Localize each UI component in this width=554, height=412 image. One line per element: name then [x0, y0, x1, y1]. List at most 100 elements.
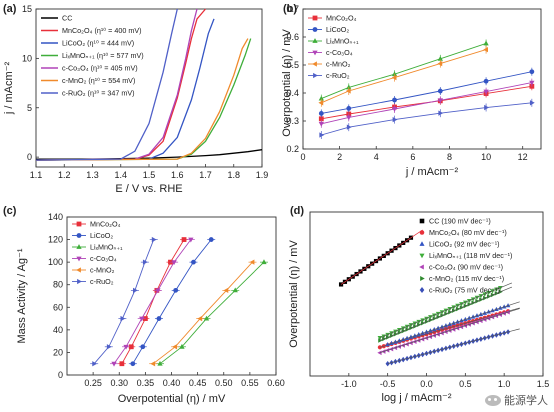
wechat-icon [485, 394, 501, 406]
panel-c-point [111, 361, 117, 367]
panel-a-legend-label: c-RuO₂ (η¹⁰ = 347 mV) [62, 89, 135, 98]
panel-b-xtick-label: 8 [447, 152, 452, 162]
panel-d-xtick-label: 0.5 [459, 379, 472, 389]
panel-b-legend-label: LiCoO₂ [326, 25, 349, 34]
panel-c-ylabel: Mass Activity / Ag⁻¹ [16, 248, 28, 343]
panel-d-fit-line [387, 301, 520, 345]
panel-c-letter: (c) [3, 205, 17, 217]
panel-b-legend-marker [312, 38, 318, 43]
panel-b-point [483, 89, 489, 95]
panel-b-xlabel: j / mAcm⁻² [405, 166, 459, 178]
panel-b-legend-marker [312, 61, 317, 67]
panel-b-point [437, 55, 443, 61]
panel-b-point [437, 88, 443, 94]
panel-b-legend-label: c-RuO₂ [326, 71, 350, 80]
panel-c-point [119, 361, 125, 367]
panel-b-point [345, 88, 351, 94]
panel-c-xtick-label: 0.25 [84, 378, 102, 388]
panel-a-legend-label: c-MnO₂ (η¹⁰ = 554 mV) [62, 76, 135, 85]
panel-b-point [346, 115, 352, 121]
watermark-text: 能源学人 [504, 394, 548, 407]
panel-c-xtick-label: 0.60 [267, 378, 285, 388]
panel-c-point [232, 287, 238, 293]
panel-b: (b) 0 2 4 6 8 10 12 0.2 0.3 0.4 0.5 0.6 0.7 j / mAcm⁻²… [281, 3, 542, 178]
panel-c-point [130, 361, 136, 367]
panel-c-legend-marker [76, 244, 82, 249]
panel-c-legend-marker [76, 267, 81, 273]
panel-d-legend-marker [419, 218, 425, 224]
panel-b-point [483, 40, 489, 46]
panel-b-ytick-label: 0.6 [286, 32, 299, 42]
panel-d: (d) -1.0 -0.5 0.0 0.5 1.0 1.5 log j / mAcm⁻² Ove… [288, 205, 549, 404]
panel-b-point [392, 97, 397, 103]
panel-c-point [139, 316, 145, 322]
panel-d-point [338, 282, 344, 287]
panel-d-legend-label: LiCoO₂ (92 mV dec⁻¹) [429, 240, 500, 249]
panel-c-fit-line [152, 261, 253, 365]
panel-d-fit-line [387, 328, 520, 365]
panel-d-ylabel: Overpotential (η) / mV [288, 240, 300, 348]
panel-c-fit-line [93, 239, 155, 364]
panel-b-legend-label: c-MnO₂ [326, 60, 351, 69]
panel-b-point [437, 98, 443, 104]
panel-d-xlabel: log j / mAcm⁻² [382, 392, 452, 404]
panel-d-legend-marker [419, 253, 425, 259]
panel-c-legend-marker [77, 278, 82, 285]
panel-b-legend-label: c-Co₃O₄ [326, 48, 353, 57]
panel-a-xtick-label: 1.6 [171, 170, 184, 180]
panel-c-legend-label: LiₓMnOₙ₊₁ [90, 243, 123, 252]
panel-c-point [197, 315, 203, 322]
panel-a-series-line [35, 8, 178, 161]
panel-d-legend-label: c-RuO₂ (75 mV dec⁻¹) [429, 286, 500, 295]
panel-a-ylabel: j / mAcm⁻² [3, 62, 15, 116]
panel-c-ytick-label: 60 [53, 302, 63, 312]
panel-b-point [319, 132, 325, 138]
panel-a-series-line [35, 38, 249, 161]
panel-b-point [318, 111, 324, 116]
panel-c-point [261, 259, 267, 265]
panel-c-point [123, 344, 129, 350]
panel-c-legend-label: c-RuO₂ [90, 277, 114, 286]
panel-c-ytick-label: 40 [53, 325, 63, 335]
panel-d-letter: (d) [290, 205, 304, 217]
panel-c-point [171, 260, 177, 266]
panel-a-xtick-label: 1.9 [256, 170, 269, 180]
panel-b-ytick-label: 0.4 [286, 88, 299, 98]
panel-b-ylabel: Overpotential (η) / mV [281, 29, 293, 137]
panel-a-ytick-label: 0 [27, 152, 32, 162]
watermark: 能源学人 [485, 392, 548, 408]
panel-c-xtick-label: 0.30 [110, 378, 128, 388]
panel-d-fit-line [340, 229, 423, 285]
panel-b-point [529, 100, 535, 106]
panel-b-fit-line [321, 85, 532, 120]
panel-d-xtick-label: -0.5 [380, 379, 396, 389]
panel-d-legend-marker [419, 241, 425, 246]
panel-b-xtick-label: 4 [374, 152, 379, 162]
panel-a-legend-label: CC [62, 14, 72, 23]
panel-b-letter: (b) [283, 3, 297, 15]
panel-b-xtick-label: 0 [300, 152, 305, 162]
panel-c-ytick-label: 80 [53, 280, 63, 290]
panel-d-legend-marker [419, 264, 424, 270]
panel-d-xtick-label: 1.5 [537, 379, 550, 389]
panel-c-point [223, 287, 229, 293]
panel-c-ytick-label: 140 [48, 212, 63, 222]
panel-c-point [140, 344, 146, 350]
panel-c-point [151, 236, 157, 243]
panel-a-series-line [35, 18, 215, 161]
panel-c-legend-label: c-Co₃O₄ [90, 254, 117, 263]
panel-d-legend-label: LiₓMnOₙ₊₁ (118 mV dec⁻¹) [429, 251, 512, 260]
panel-d-fit-line [379, 308, 520, 354]
panel-b-legend-marker [313, 72, 318, 79]
panel-d-xtick-label: -1.0 [341, 379, 357, 389]
panel-c-xtick-label: 0.55 [241, 378, 259, 388]
panel-b-point [392, 116, 398, 123]
panel-c-point [120, 315, 126, 322]
panel-c-legend-label: MnCo₂O₄ [90, 220, 121, 229]
panel-b-ytick-label: 0.5 [286, 60, 299, 70]
panel-d-point [385, 342, 390, 347]
panel-b-xtick-label: 6 [410, 152, 415, 162]
panel-b-point [346, 84, 352, 90]
panel-c-frame [66, 216, 277, 376]
panel-a-xlabel: E / V vs. RHE [115, 183, 182, 195]
